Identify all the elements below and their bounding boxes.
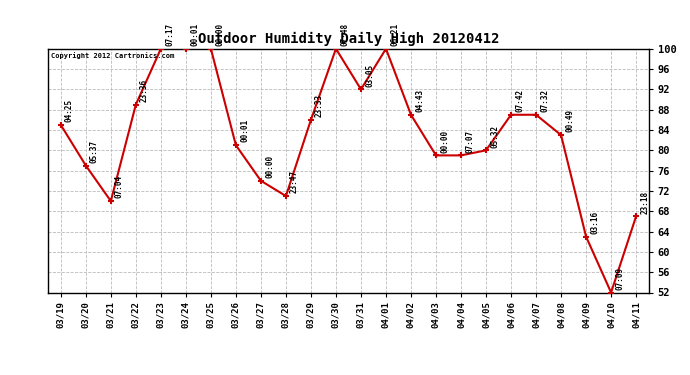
Text: 07:48: 07:48 [340, 23, 349, 46]
Text: 00:00: 00:00 [215, 23, 224, 46]
Text: 00:01: 00:01 [240, 119, 249, 142]
Text: 07:04: 07:04 [115, 175, 124, 198]
Text: 00:00: 00:00 [265, 155, 274, 178]
Text: Copyright 2012 Cartronics.com: Copyright 2012 Cartronics.com [51, 53, 175, 59]
Text: 23:33: 23:33 [315, 94, 324, 117]
Text: 07:17: 07:17 [165, 23, 174, 46]
Text: 07:42: 07:42 [515, 89, 524, 112]
Text: 00:49: 00:49 [565, 109, 574, 132]
Text: 23:36: 23:36 [140, 79, 149, 102]
Text: 03:16: 03:16 [590, 211, 599, 234]
Text: 04:25: 04:25 [65, 99, 74, 122]
Text: 07:07: 07:07 [465, 129, 474, 153]
Text: 23:47: 23:47 [290, 170, 299, 193]
Text: 00:01: 00:01 [190, 23, 199, 46]
Text: 06:21: 06:21 [390, 23, 399, 46]
Text: 03:05: 03:05 [365, 63, 374, 87]
Text: 07:09: 07:09 [615, 267, 624, 290]
Text: 05:37: 05:37 [90, 140, 99, 163]
Title: Outdoor Humidity Daily High 20120412: Outdoor Humidity Daily High 20120412 [198, 32, 499, 46]
Text: 05:32: 05:32 [490, 124, 499, 147]
Text: 23:18: 23:18 [640, 190, 649, 213]
Text: 07:32: 07:32 [540, 89, 549, 112]
Text: 04:43: 04:43 [415, 89, 424, 112]
Text: 00:00: 00:00 [440, 129, 449, 153]
